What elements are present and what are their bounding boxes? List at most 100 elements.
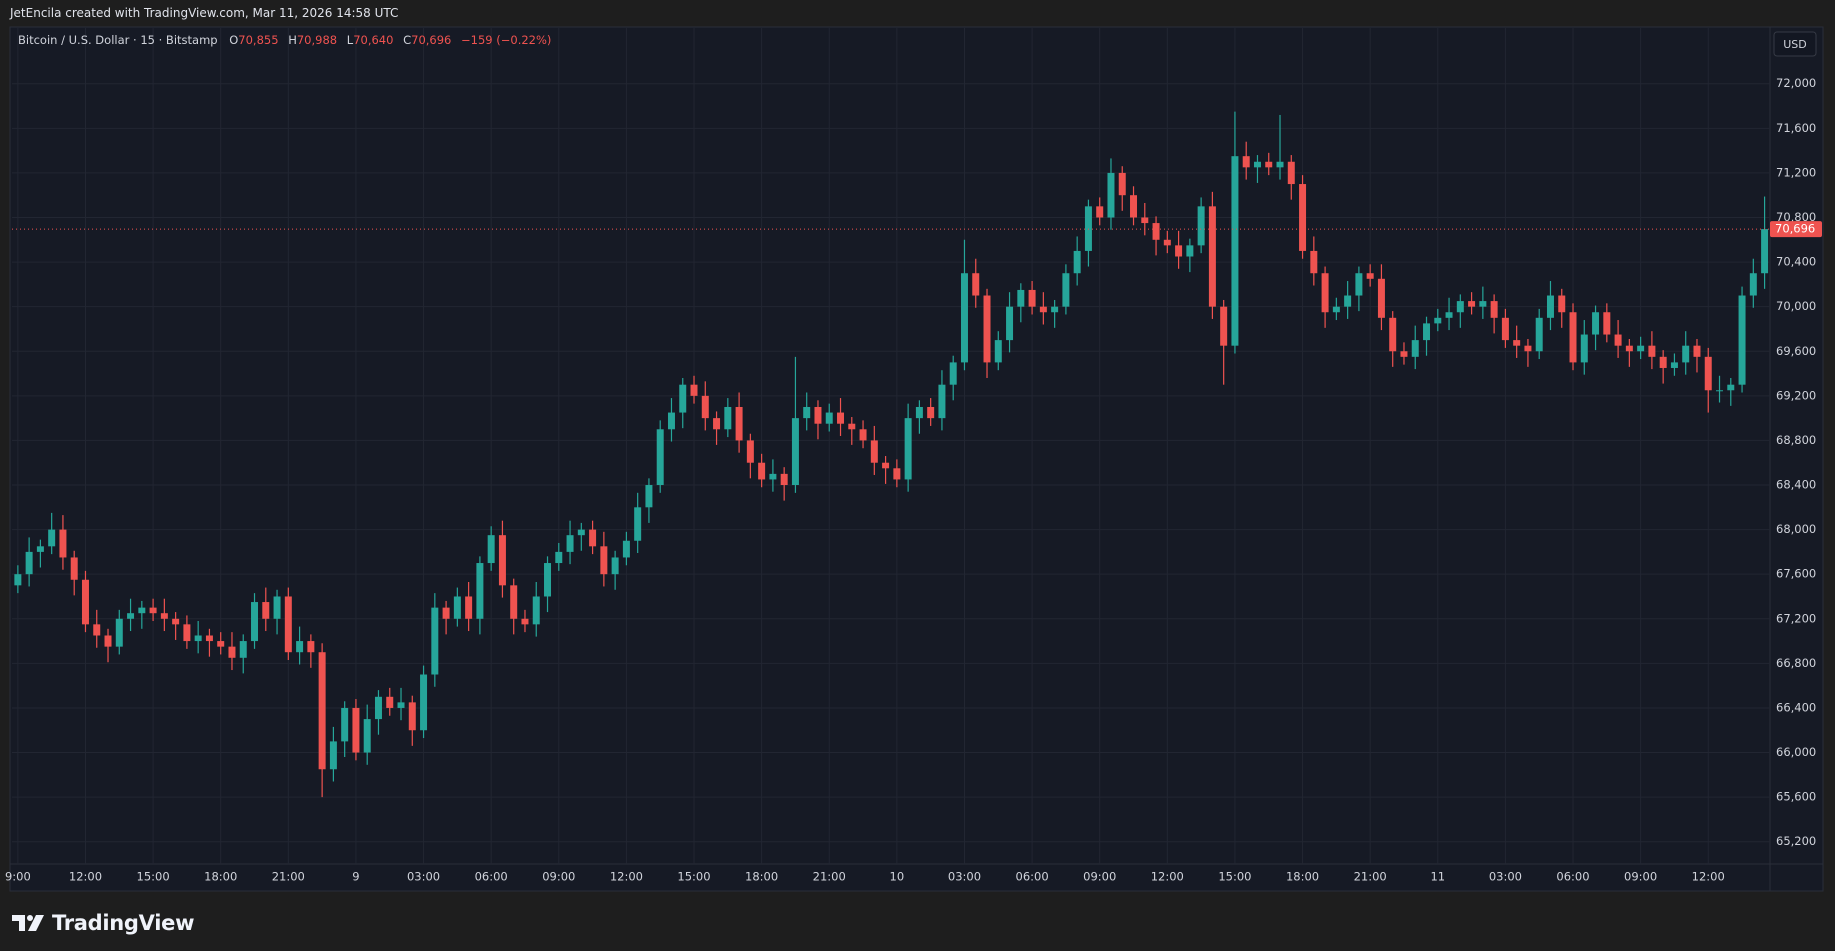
- candle-body: [656, 429, 664, 486]
- y-tick-label: 68,400: [1776, 478, 1816, 492]
- candle-body: [115, 618, 123, 647]
- candle-body: [1152, 223, 1160, 240]
- footer: TradingView: [12, 908, 194, 938]
- candle-body: [746, 440, 754, 463]
- candle-body: [1693, 345, 1701, 357]
- candle-body: [296, 641, 304, 653]
- candle-body: [532, 596, 540, 625]
- candle-body: [1265, 161, 1273, 168]
- candle-body: [735, 406, 743, 441]
- ohlc-value: 70,696: [411, 33, 452, 47]
- candle-body: [769, 473, 777, 480]
- candle-body: [758, 462, 766, 480]
- candle-body: [904, 418, 912, 480]
- candle-body: [59, 529, 67, 558]
- ohlc-label: O: [229, 33, 239, 47]
- currency-button[interactable]: [1773, 31, 1817, 57]
- x-tick-label: 06:00: [1556, 870, 1589, 884]
- candle-body: [1580, 334, 1588, 363]
- candle-body: [36, 546, 44, 552]
- candle-body: [172, 618, 180, 625]
- candle-body: [1017, 289, 1025, 307]
- x-tick-label: 10: [890, 870, 905, 884]
- candle-body: [183, 624, 191, 642]
- candle-body: [848, 423, 856, 430]
- y-tick-label: 66,000: [1776, 745, 1816, 759]
- x-tick-label: 18:00: [204, 870, 237, 884]
- candle-body: [1220, 306, 1228, 346]
- x-tick-label: 9:00: [5, 870, 31, 884]
- candle-body: [363, 719, 371, 753]
- candle-body: [81, 579, 89, 625]
- candle-body: [1377, 278, 1385, 318]
- candle-body: [160, 613, 168, 619]
- candle-body: [1197, 206, 1205, 246]
- change: −159 (−0.22%): [461, 33, 552, 47]
- axes: 65,200 65,600 66,000 66,400 66,800 67,200 67,6…: [5, 76, 1822, 884]
- brand-name: TradingView: [52, 911, 195, 935]
- candle-body: [949, 362, 957, 385]
- x-tick-label: 9: [352, 870, 359, 884]
- candle-body: [1659, 356, 1667, 368]
- candle-body: [893, 468, 901, 480]
- candle-body: [690, 384, 698, 396]
- candle-body: [544, 563, 552, 597]
- x-tick-label: 12:00: [1151, 870, 1184, 884]
- candle-body: [487, 535, 495, 564]
- candle-body: [724, 406, 732, 430]
- y-tick-label: 66,800: [1776, 656, 1816, 670]
- candle-body: [1501, 317, 1509, 341]
- ohlc-value: 70,988: [296, 33, 338, 47]
- candle-body: [1400, 351, 1408, 357]
- candle-body: [713, 418, 721, 430]
- candle-body: [431, 607, 439, 675]
- y-tick-label: 70,400: [1776, 255, 1816, 269]
- candle-body: [870, 440, 878, 463]
- candle-body: [1468, 301, 1476, 307]
- candle-body: [352, 707, 360, 753]
- x-tick-label: 21:00: [1354, 870, 1387, 884]
- candle-body: [228, 646, 236, 658]
- chart-frame: [9, 26, 1824, 892]
- candle-body: [194, 635, 202, 642]
- candle-body: [927, 406, 935, 419]
- x-tick-label: 03:00: [407, 870, 440, 884]
- candle-body: [1558, 295, 1566, 313]
- last-price-label: 70,696: [1775, 222, 1815, 236]
- candle-body: [70, 557, 78, 580]
- candle-body: [510, 585, 518, 619]
- candle-body: [420, 674, 428, 731]
- x-tick-label: 15:00: [677, 870, 710, 884]
- x-tick-label: 18:00: [745, 870, 778, 884]
- y-tick-label: 66,400: [1776, 700, 1816, 714]
- candle-body: [453, 596, 461, 619]
- candle-body: [1479, 301, 1487, 307]
- candle-body: [577, 529, 585, 536]
- candle-body: [622, 540, 630, 558]
- x-tick-label: 21:00: [813, 870, 846, 884]
- candle-body: [1208, 206, 1216, 307]
- candle-body: [555, 551, 563, 564]
- candle-body: [1310, 250, 1318, 274]
- candle-body: [791, 418, 799, 486]
- candle-body: [1423, 323, 1431, 341]
- candle-body: [1535, 317, 1543, 352]
- candle-body: [138, 607, 146, 614]
- candle-body: [262, 602, 270, 619]
- candle-body: [465, 596, 473, 619]
- candle-body: [1006, 306, 1014, 341]
- ohlc-label: H: [288, 33, 297, 47]
- candle-body: [645, 485, 653, 508]
- x-tick-label: 09:00: [542, 870, 575, 884]
- candle-body: [1411, 340, 1419, 357]
- symbol-title: Bitcoin / U.S. Dollar · 15 · Bitstamp: [18, 33, 218, 47]
- candle-body: [1366, 273, 1374, 279]
- y-tick-label: 65,200: [1776, 834, 1816, 848]
- candle-body: [1670, 362, 1678, 368]
- x-tick-label: 15:00: [137, 870, 170, 884]
- candle-body: [667, 412, 675, 430]
- candle-body: [825, 412, 833, 424]
- x-tick-label: 06:00: [475, 870, 508, 884]
- y-tick-label: 65,600: [1776, 790, 1816, 804]
